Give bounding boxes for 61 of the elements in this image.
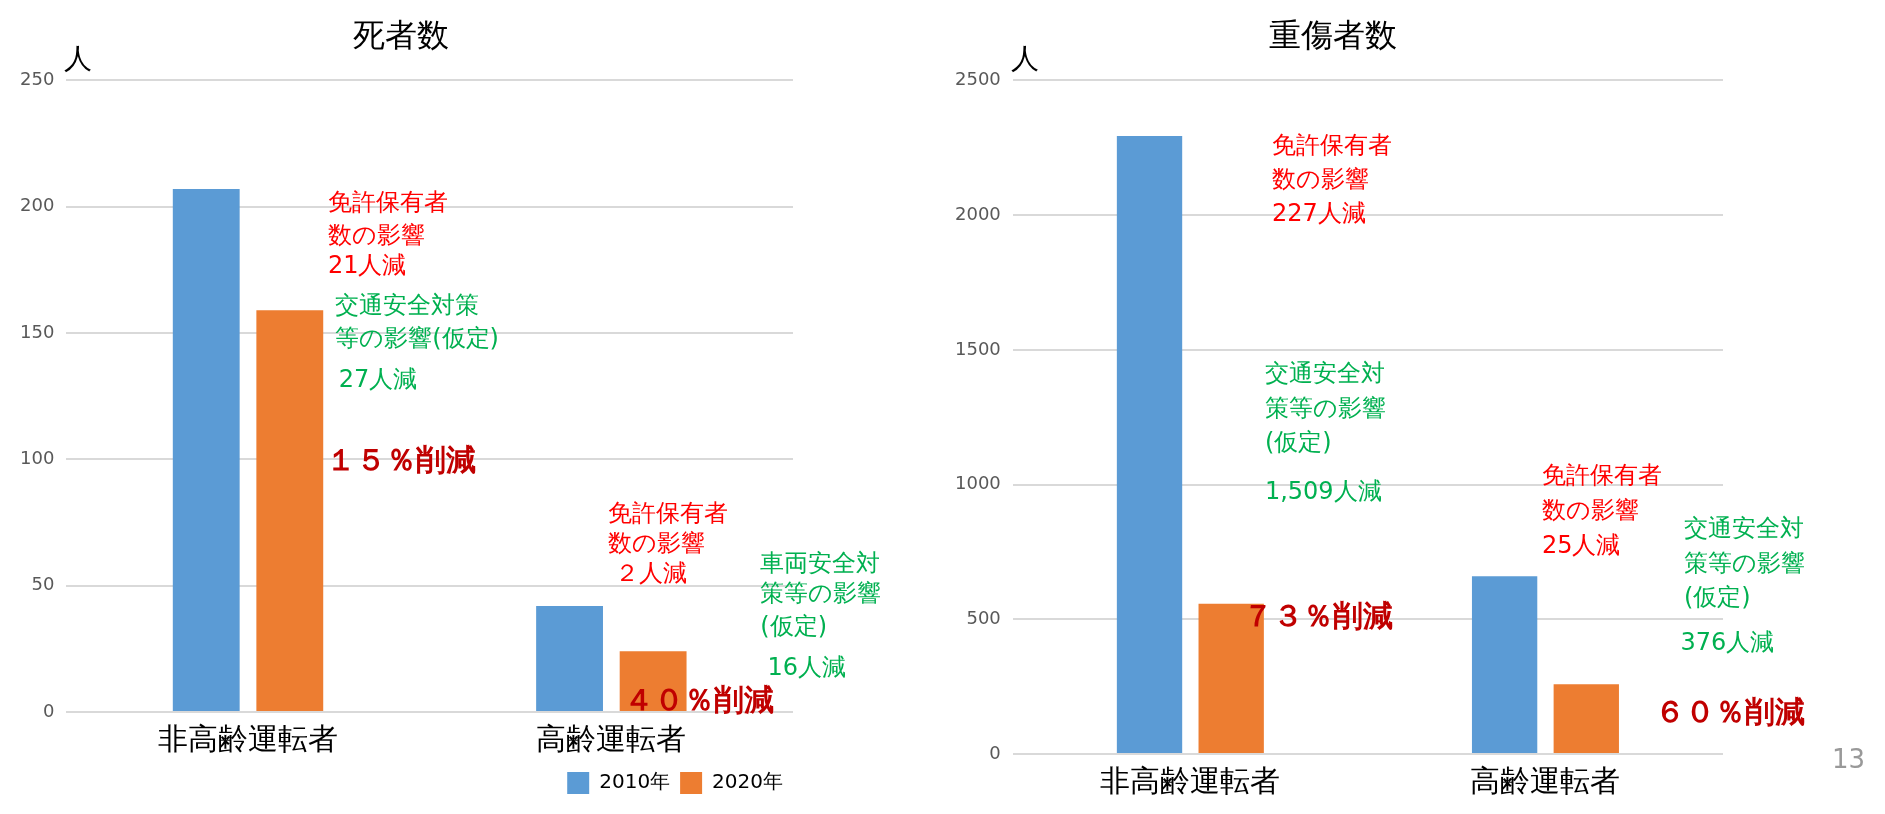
chart-title: 死者数	[352, 15, 449, 54]
chart-title: 重傷者数	[1269, 15, 1397, 54]
x-tick-label: 高齢運転者	[1470, 762, 1621, 798]
annotation: 免許保有者	[1272, 130, 1393, 159]
y-tick-label: 2500	[955, 68, 1001, 90]
annotation: 車両安全対	[760, 549, 881, 578]
annotation: (仮定)	[1683, 582, 1751, 611]
y-tick-label: 1000	[955, 472, 1001, 494]
annotation: 27人減	[338, 364, 418, 393]
annotation: 16人減	[767, 652, 847, 681]
annotation: １５％削減	[325, 441, 476, 477]
annotation: 数の影響	[1541, 495, 1639, 524]
y-tick-label: 200	[20, 194, 55, 216]
y-tick-label: 0	[42, 699, 55, 721]
text: 13	[1831, 743, 1865, 774]
annotation: 交通安全対	[1264, 359, 1385, 388]
annotation: (仮定)	[1264, 427, 1332, 456]
y-tick-label: 250	[20, 68, 55, 90]
legend-label: 2010年	[599, 769, 671, 794]
annotation: ６０％削減	[1655, 694, 1806, 730]
annotation: 21人減	[327, 250, 407, 279]
y-tick-label: 500	[966, 606, 1001, 628]
y-tick-label: 150	[20, 320, 55, 342]
y-tick-label: 50	[31, 573, 55, 595]
bar	[256, 310, 324, 711]
bar	[1553, 684, 1619, 753]
y-tick-label: 0	[989, 741, 1001, 763]
y-axis-title: 人	[64, 41, 93, 75]
bar	[172, 189, 240, 711]
x-tick-label: 非高齢運転者	[1100, 762, 1281, 798]
bar	[536, 605, 603, 711]
annotation: 376人減	[1680, 628, 1775, 657]
annotation: 免許保有者	[1541, 460, 1662, 489]
annotation: 数の影響	[607, 528, 705, 557]
annotation: ４０％削減	[623, 681, 774, 717]
y-tick-label: 2000	[955, 202, 1001, 224]
annotation: 1,509人減	[1264, 477, 1382, 506]
bar	[1116, 135, 1183, 753]
annotation: (仮定)	[760, 612, 828, 641]
annotation: 策等の影響	[1683, 548, 1805, 577]
y-axis-title: 人	[1010, 41, 1039, 75]
annotation: 免許保有者	[607, 498, 728, 527]
y-tick-label: 1500	[955, 337, 1001, 359]
annotation: 策等の影響	[760, 579, 882, 608]
legend-label: 2020年	[712, 769, 784, 794]
y-tick-label: 100	[20, 447, 55, 469]
x-tick-label: 高齢運転者	[536, 720, 687, 756]
annotation: 交通安全対策	[335, 291, 480, 320]
annotation: ２人減	[614, 559, 687, 588]
annotation: 227人減	[1272, 199, 1366, 228]
annotation: 免許保有者	[327, 187, 448, 216]
annotation: 策等の影響	[1264, 394, 1386, 423]
annotation: 数の影響	[1272, 164, 1370, 193]
annotation: 25人減	[1541, 530, 1621, 559]
x-tick-label: 非高齢運転者	[158, 720, 339, 756]
annotation: 交通安全対	[1683, 514, 1804, 543]
annotation: 数の影響	[327, 220, 425, 249]
annotation: 等の影響(仮定)	[335, 324, 499, 353]
bar	[619, 651, 687, 711]
bar	[1471, 576, 1538, 753]
bar	[1198, 603, 1264, 753]
